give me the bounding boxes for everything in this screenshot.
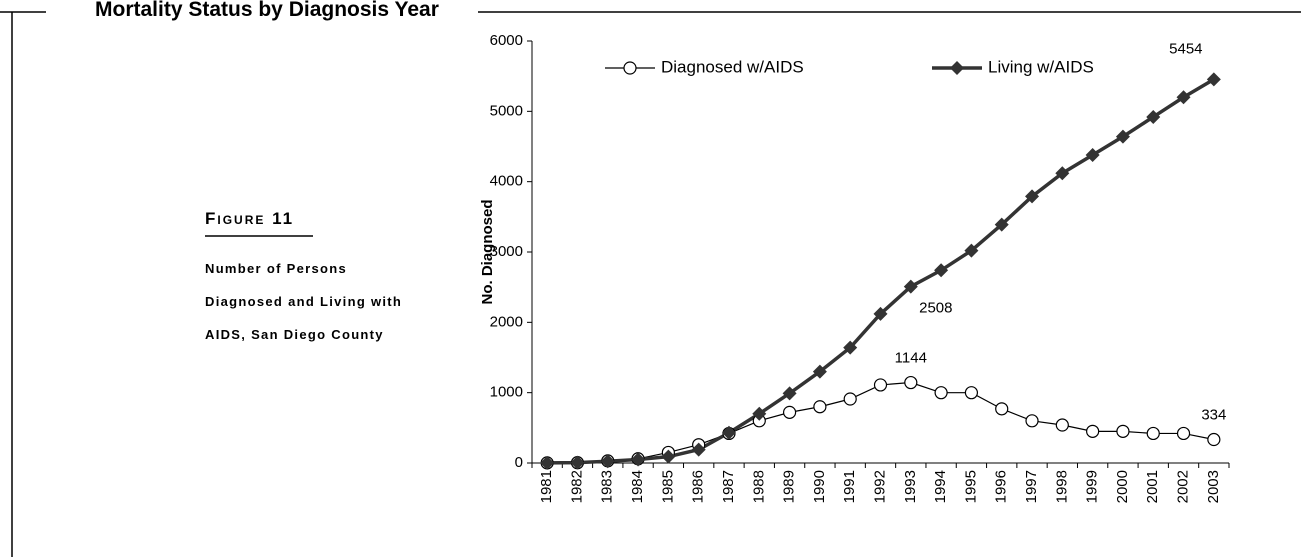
point <box>813 400 827 414</box>
point <box>752 406 767 421</box>
point <box>1055 166 1070 181</box>
point <box>1176 426 1191 441</box>
x-tick-label: 1985 <box>659 470 676 503</box>
point <box>721 425 736 440</box>
point <box>1116 424 1130 438</box>
x-tick-label: 1994 <box>932 470 949 503</box>
caption-line: Number of Persons <box>205 261 347 276</box>
x-tick-label: 1991 <box>841 470 858 503</box>
point <box>812 364 827 379</box>
data-label: 334 <box>1201 406 1226 423</box>
y-tick-label: 0 <box>515 454 523 471</box>
x-tick-label: 2000 <box>1114 470 1131 503</box>
point <box>843 392 857 406</box>
point <box>631 452 646 467</box>
point <box>964 386 979 400</box>
point <box>995 402 1009 416</box>
x-tick-label: 1986 <box>690 470 707 503</box>
data-label: 1144 <box>895 350 927 367</box>
point <box>1207 432 1221 447</box>
point <box>934 386 948 400</box>
point <box>1146 109 1161 124</box>
point <box>1055 418 1069 432</box>
y-axis-label: No. Diagnosed <box>479 199 496 304</box>
x-tick-label: 2001 <box>1144 470 1161 503</box>
point <box>1085 147 1100 162</box>
data-label: 5454 <box>1169 40 1202 57</box>
point <box>1176 90 1191 105</box>
x-tick-label: 1996 <box>993 470 1010 503</box>
legend-marker <box>950 61 964 75</box>
x-tick-label: 1998 <box>1053 470 1070 503</box>
point <box>600 454 615 469</box>
y-tick-label: 6000 <box>490 32 523 49</box>
y-tick-label: 1000 <box>490 384 523 401</box>
series-line <box>547 381 1214 464</box>
y-tick-label: 2000 <box>490 313 523 330</box>
point <box>1115 129 1130 144</box>
caption-line: Diagnosed and Living with <box>205 294 402 309</box>
x-tick-label: 2002 <box>1175 470 1192 503</box>
point <box>1086 424 1100 438</box>
point <box>691 442 706 457</box>
point <box>782 405 797 419</box>
figure-label: Figure 11 <box>205 209 294 228</box>
point <box>843 340 858 355</box>
point <box>782 386 797 401</box>
point <box>1025 189 1040 204</box>
y-tick-label: 5000 <box>490 102 523 119</box>
point <box>873 378 888 392</box>
x-tick-label: 1987 <box>720 470 737 503</box>
x-tick-label: 1997 <box>1023 470 1040 503</box>
point <box>903 279 918 294</box>
point <box>934 263 949 278</box>
legend-label: Diagnosed w/AIDS <box>661 57 804 76</box>
x-tick-label: 1992 <box>871 470 888 503</box>
y-tick-label: 3000 <box>490 243 523 260</box>
point <box>994 217 1009 232</box>
x-tick-label: 1984 <box>629 470 646 503</box>
x-tick-label: 1989 <box>781 470 798 503</box>
point <box>873 306 888 321</box>
legend-label: Living w/AIDS <box>988 57 1094 76</box>
x-tick-label: 1988 <box>750 470 767 503</box>
point <box>964 243 979 258</box>
series-line <box>547 77 1215 465</box>
page-title: Mortality Status by Diagnosis Year <box>95 0 439 21</box>
point <box>540 455 555 470</box>
y-tick-label: 4000 <box>490 173 523 190</box>
x-tick-label: 1981 <box>538 470 555 503</box>
x-tick-label: 1983 <box>599 470 616 503</box>
point <box>1146 426 1160 441</box>
point <box>570 455 585 470</box>
legend-marker <box>623 61 637 75</box>
point <box>1206 72 1221 87</box>
caption-line: AIDS, San Diego County <box>205 327 384 342</box>
x-tick-label: 2003 <box>1205 470 1222 503</box>
point <box>904 375 918 390</box>
x-tick-label: 1995 <box>962 470 979 503</box>
point <box>1025 414 1039 428</box>
x-tick-label: 1990 <box>811 470 828 503</box>
point <box>661 449 676 464</box>
data-label: 2508 <box>919 300 952 317</box>
x-tick-label: 1999 <box>1084 470 1101 503</box>
x-tick-label: 1982 <box>568 470 585 503</box>
x-tick-label: 1993 <box>902 470 919 503</box>
